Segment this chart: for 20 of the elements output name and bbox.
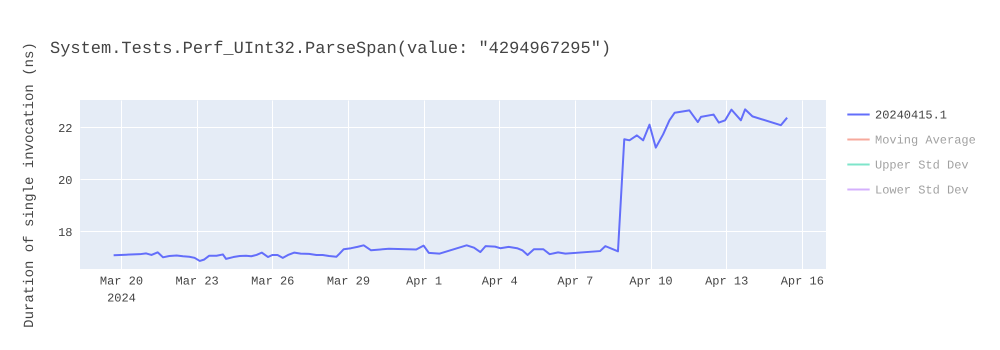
x-tick-label: Mar 23 — [176, 274, 219, 288]
x-tick-label: Mar 20 2024 — [100, 274, 144, 306]
y-tick-label: 22 — [58, 122, 72, 136]
x-tick-label: Apr 4 — [482, 274, 518, 288]
y-tick-label: 20 — [58, 174, 72, 188]
y-tick-label: 18 — [58, 226, 72, 240]
x-tick-label: Apr 1 — [406, 274, 442, 288]
x-tick-label: Mar 29 — [326, 274, 370, 288]
x-tick-label: Apr 10 — [629, 274, 673, 288]
legend-label: Lower Std Dev — [875, 184, 969, 198]
legend-label: Upper Std Dev — [875, 158, 969, 172]
y-axis-title: Duration of single invocation (ns) — [22, 42, 38, 328]
legend-label: 20240415.1 — [875, 108, 948, 122]
x-tick-label: Apr 13 — [705, 274, 748, 288]
legend-label: Moving Average — [875, 134, 976, 148]
chart-title: System.Tests.Perf_UInt32.ParseSpan(value: "4294967295") — [50, 40, 612, 59]
x-tick-label: Apr 7 — [557, 274, 594, 288]
x-tick-label: Apr 16 — [780, 274, 824, 288]
x-tick-label: Mar 26 — [251, 274, 294, 288]
line-series — [112, 108, 788, 262]
